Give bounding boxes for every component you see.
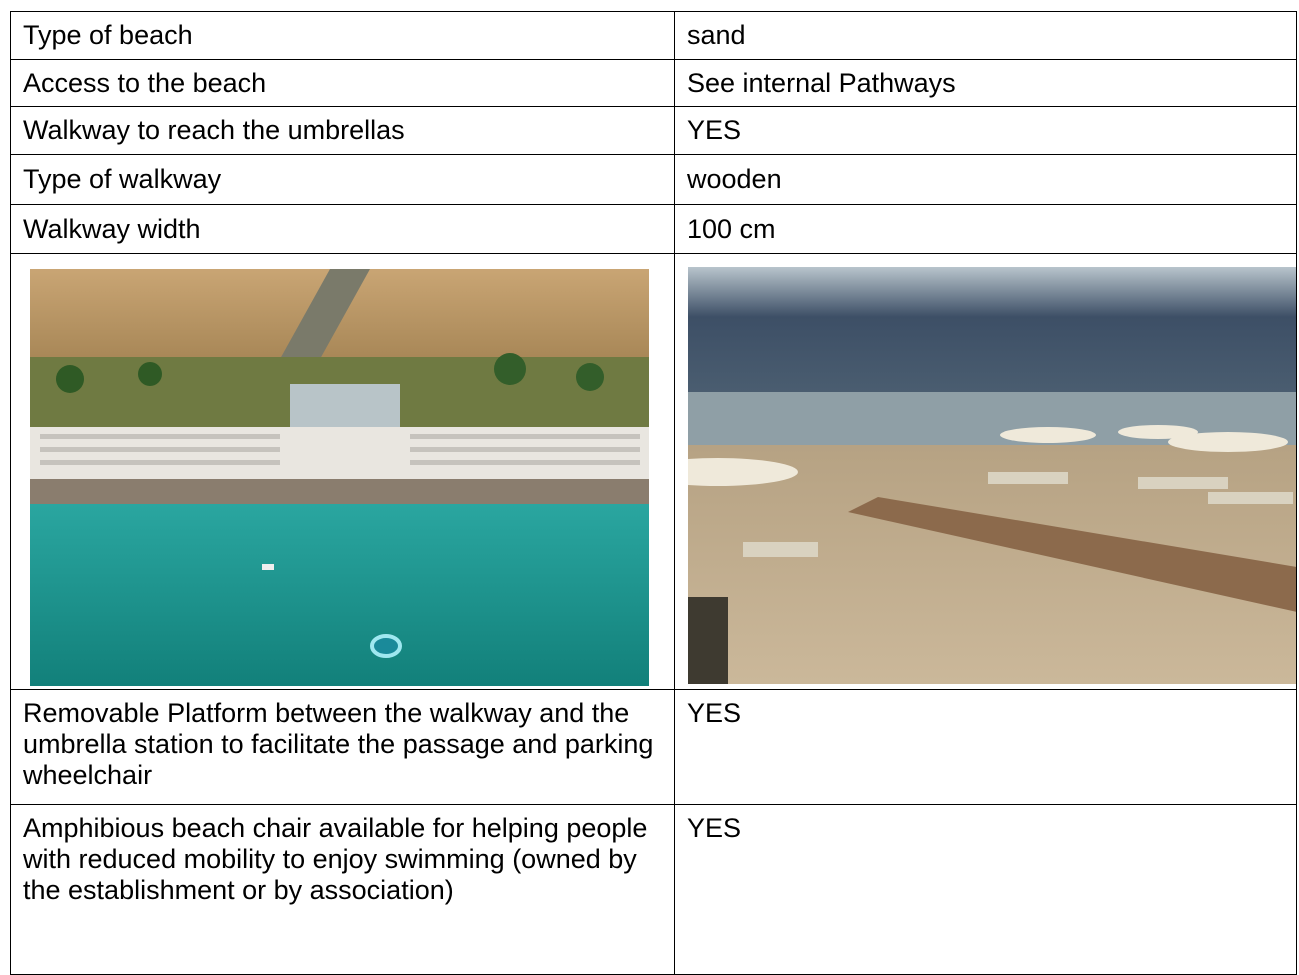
image-cell: [675, 254, 1297, 690]
beach-walkway-photo: [688, 267, 1297, 684]
aerial-beach-photo: [30, 269, 649, 686]
row: Amphibious beach chair available for hel…: [11, 805, 1297, 975]
label: Removable Platform between the walkway a…: [11, 690, 675, 805]
value: wooden: [675, 155, 1297, 205]
image-row: [11, 254, 1297, 690]
page: Type of beachsand Access to the beachSee…: [0, 0, 1299, 975]
label: Type of beach: [11, 12, 675, 60]
value: YES: [675, 107, 1297, 155]
value: YES: [675, 805, 1297, 975]
value: sand: [675, 12, 1297, 60]
label: Walkway to reach the umbrellas: [11, 107, 675, 155]
label: Type of walkway: [11, 155, 675, 205]
value: 100 cm: [675, 205, 1297, 254]
label: Walkway width: [11, 205, 675, 254]
image-cell: [11, 254, 675, 690]
row: Removable Platform between the walkway a…: [11, 690, 1297, 805]
label: Amphibious beach chair available for hel…: [11, 805, 675, 975]
label: Access to the beach: [11, 60, 675, 107]
value: YES: [675, 690, 1297, 805]
value: See internal Pathways: [675, 60, 1297, 107]
